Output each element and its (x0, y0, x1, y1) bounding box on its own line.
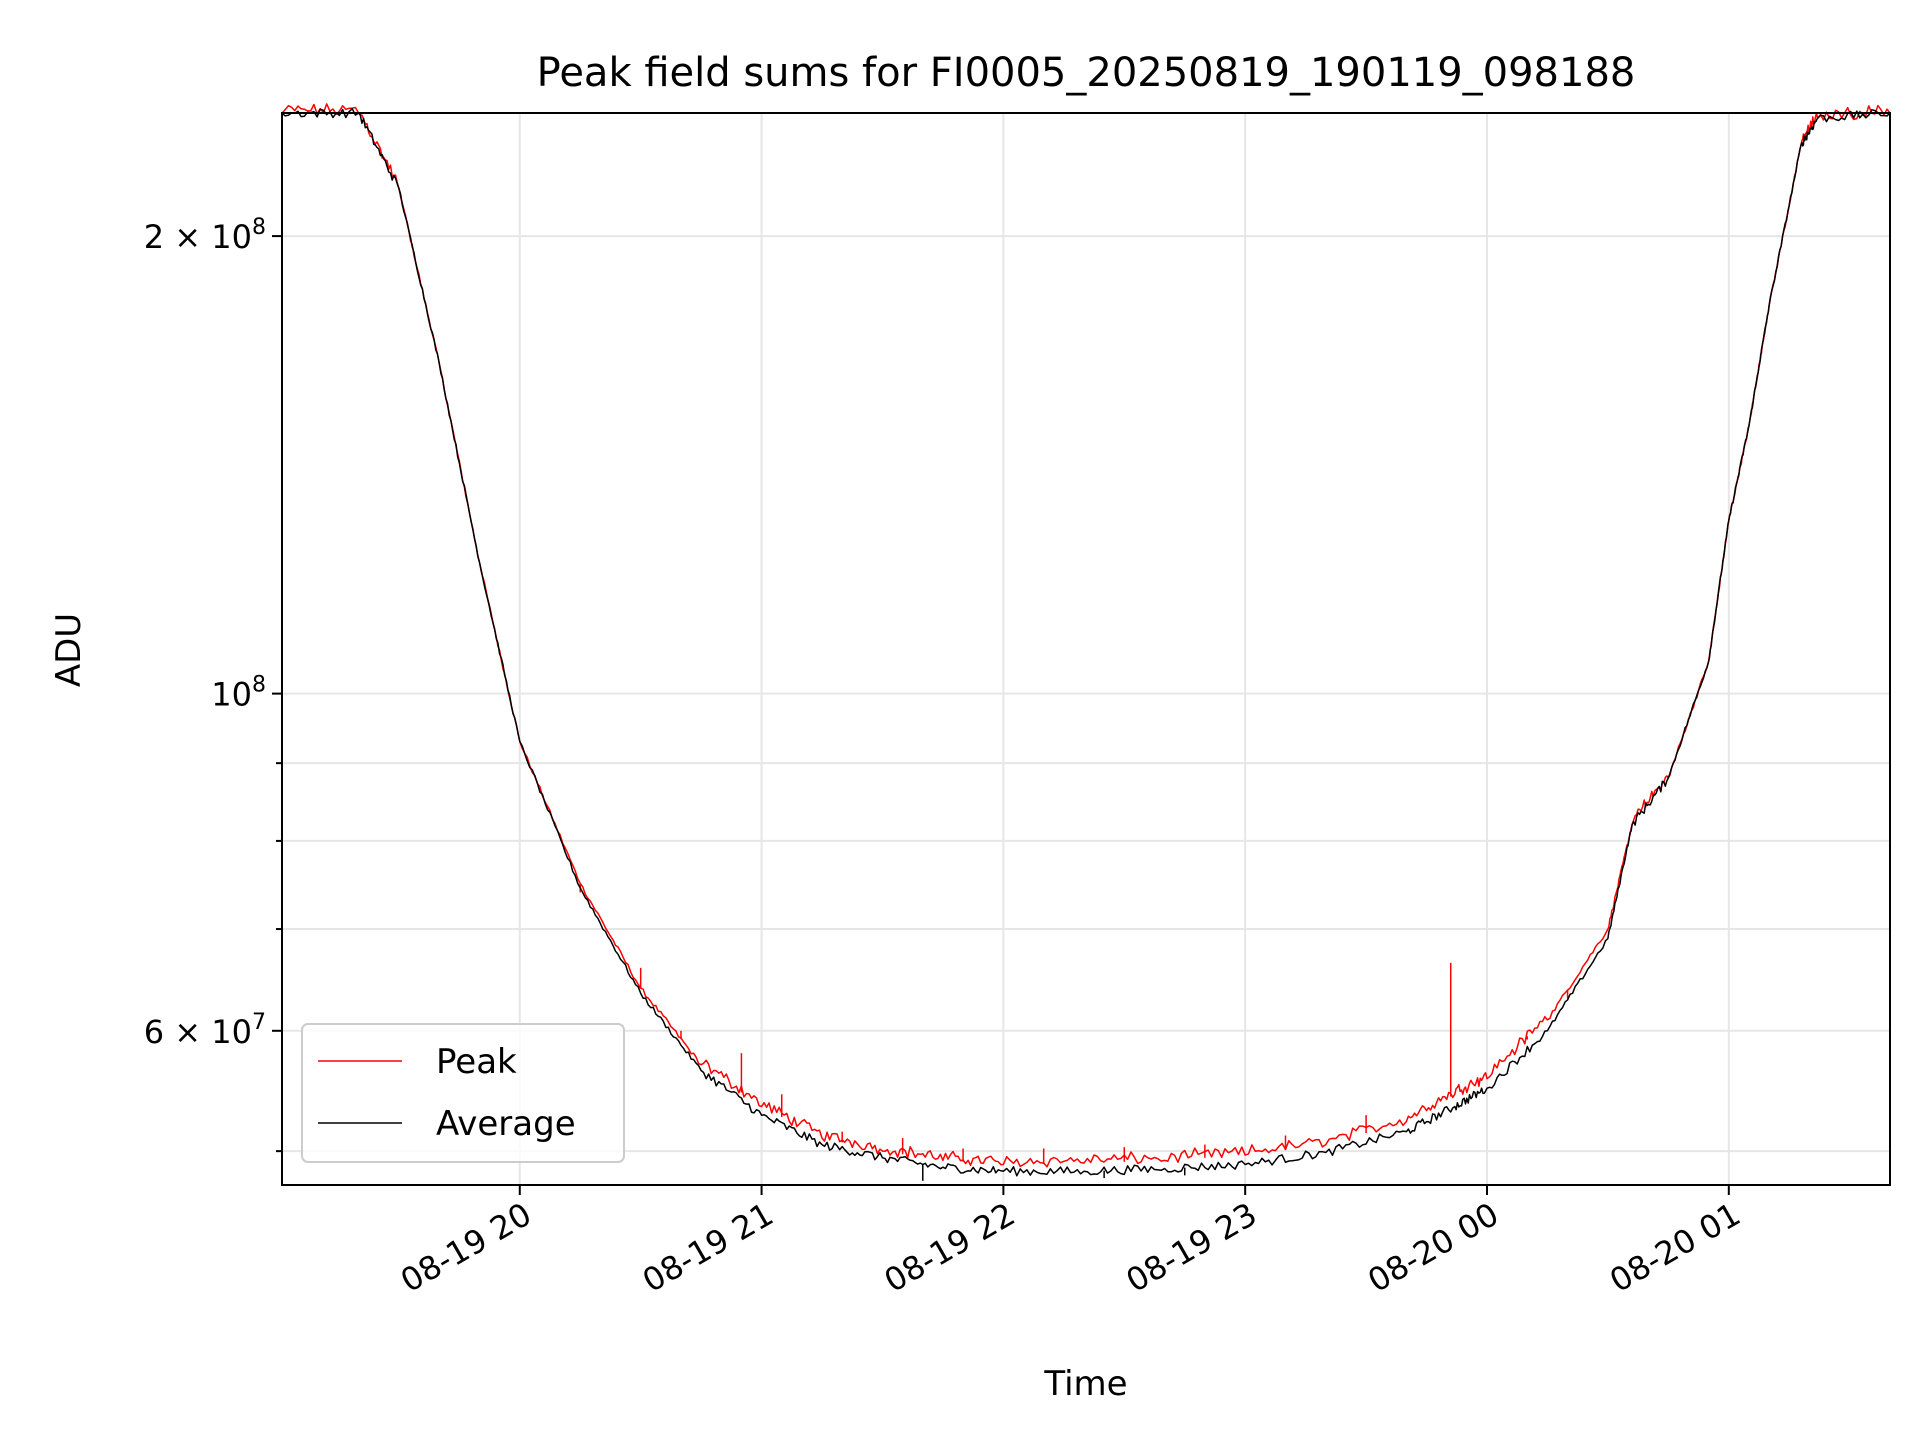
grid-lines (282, 113, 1890, 1185)
legend-box (301, 1023, 625, 1163)
y-tick-label: 6 × 107 (144, 1010, 266, 1051)
y-tick-label: 2 × 108 (144, 215, 266, 256)
x-axis-title: Time (1043, 1364, 1127, 1404)
legend-label-peak: Peak (436, 1042, 517, 1082)
plot-frame (281, 112, 1891, 1186)
chart-title: Peak field sums for FI0005_20250819_1901… (537, 50, 1636, 96)
series-line-average (281, 107, 1891, 1177)
legend: Peak Average (301, 1023, 625, 1163)
y-tick-label: 108 (211, 673, 266, 714)
y-axis-title: ADU (49, 613, 89, 687)
series-layer (281, 103, 1891, 1181)
legend-label-average: Average (436, 1104, 576, 1144)
